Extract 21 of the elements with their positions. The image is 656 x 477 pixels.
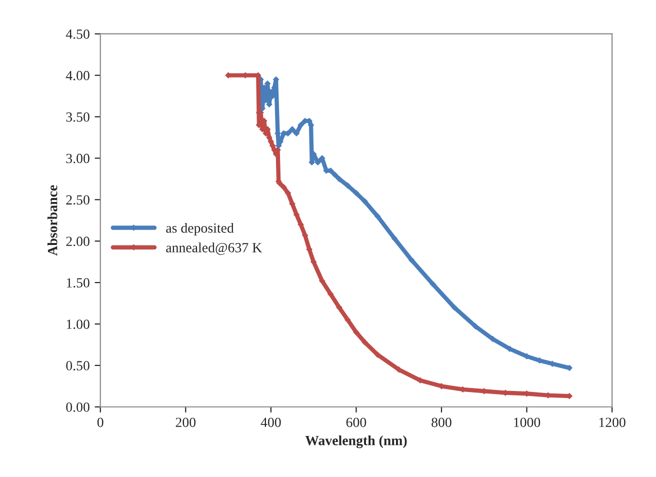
x-tick-label: 800	[432, 418, 452, 428]
x-tick-label: 1200	[599, 418, 626, 428]
x-tick-label: 0	[97, 418, 104, 428]
legend-label: as deposited	[166, 222, 234, 236]
y-tick-label: 0.50	[66, 361, 90, 370]
y-tick-label: 0.00	[66, 402, 90, 412]
x-axis-title: Wavelength (nm)	[305, 435, 407, 448]
x-tick-label: 600	[346, 418, 366, 428]
y-tick-label: 3.50	[66, 112, 90, 122]
y-tick-label: 1.50	[66, 278, 90, 288]
y-tick-label: 1.00	[66, 320, 90, 330]
y-tick-label: 2.50	[66, 195, 90, 205]
x-tick-label: 1000	[514, 418, 540, 428]
y-tick-label: 2.00	[66, 236, 90, 246]
y-tick-label: 3.00	[66, 154, 90, 164]
y-tick-label: 4.50	[66, 29, 90, 39]
x-tick-label: 400	[260, 418, 281, 428]
x-tick-label: 200	[176, 418, 196, 428]
legend-label: annealed@637 K	[166, 242, 262, 255]
y-axis-title: Absorbance	[47, 185, 58, 256]
y-tick-label: 4.00	[66, 70, 90, 80]
